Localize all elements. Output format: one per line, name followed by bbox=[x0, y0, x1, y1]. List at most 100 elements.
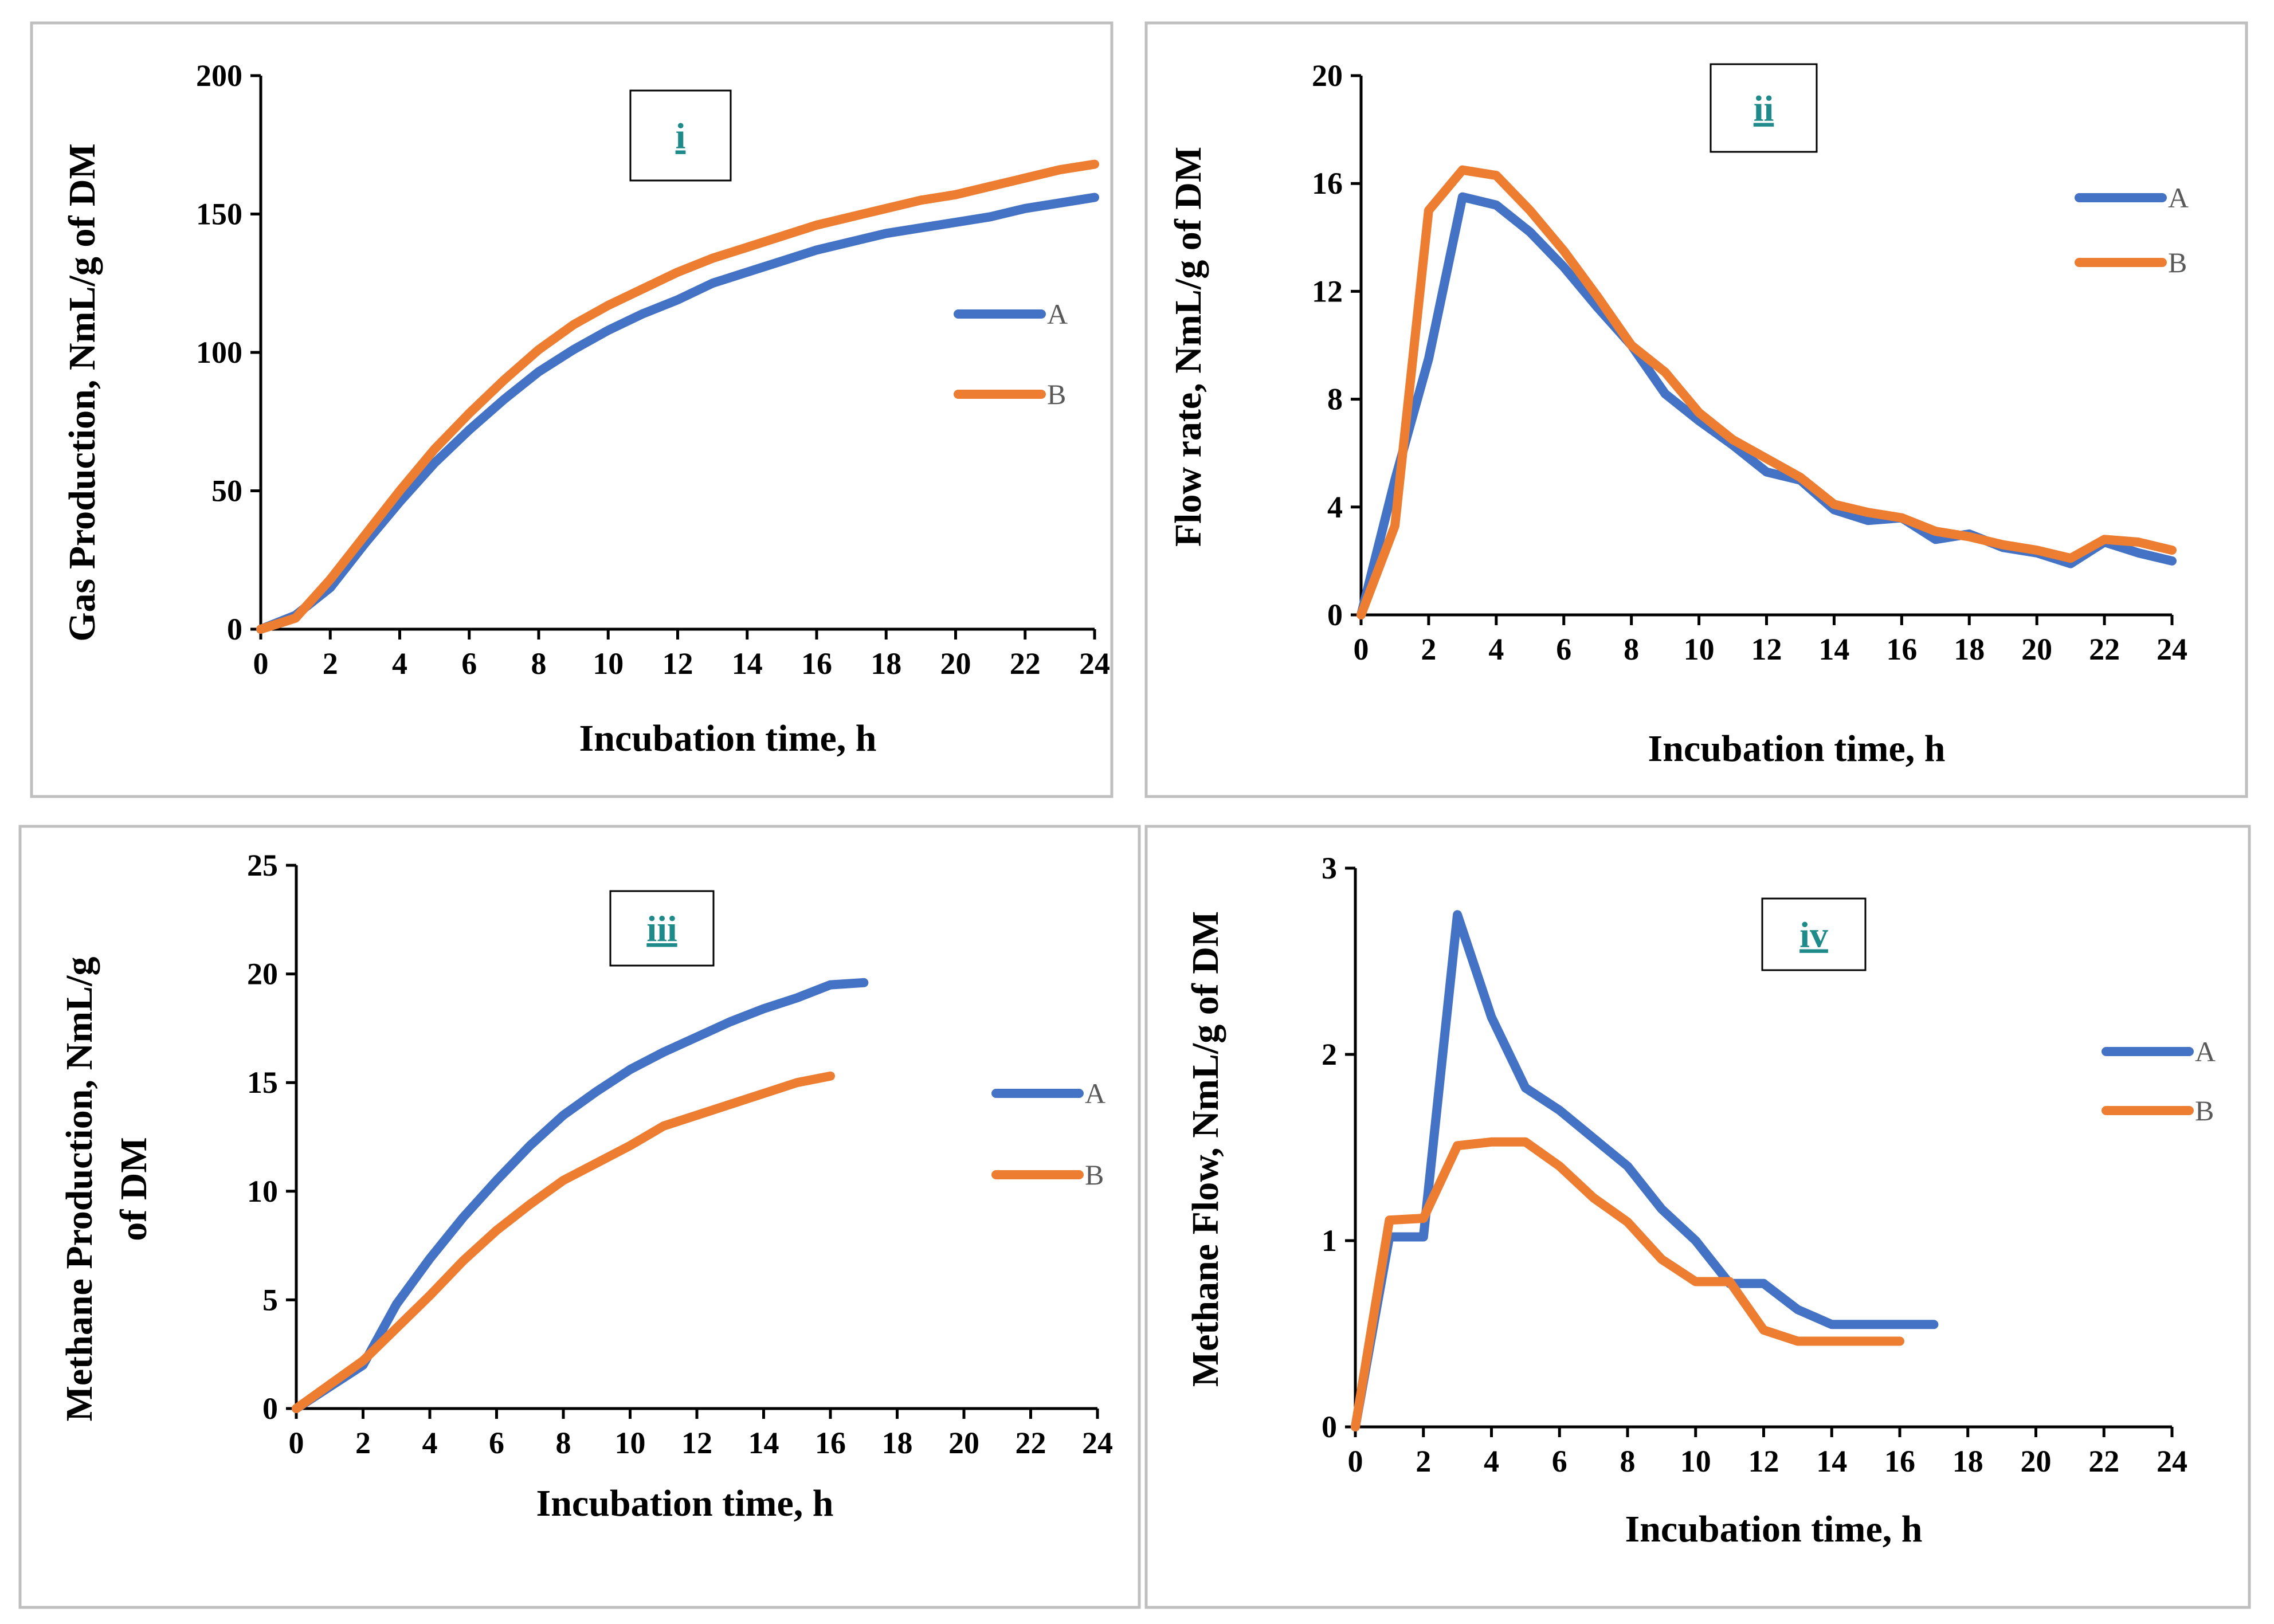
y-tick-label: 3 bbox=[1322, 851, 1337, 885]
y-tick-label: 0 bbox=[262, 1391, 278, 1426]
y-tick-label: 10 bbox=[247, 1174, 278, 1209]
legend-label-B: B bbox=[2168, 246, 2187, 278]
y-tick-label: 2 bbox=[1322, 1037, 1337, 1072]
x-tick-label: 18 bbox=[882, 1426, 913, 1460]
series-line-A bbox=[256, 193, 1099, 634]
y-axis-title: of DM bbox=[113, 1137, 155, 1241]
x-axis-title: Incubation time, h bbox=[1625, 1508, 1923, 1550]
panel-tag-box bbox=[1710, 63, 1818, 153]
x-tick-label: 18 bbox=[1954, 632, 1985, 666]
x-tick-label: 20 bbox=[2021, 1444, 2052, 1478]
legend-label-A: A bbox=[1085, 1077, 1105, 1109]
x-tick-label: 8 bbox=[556, 1426, 571, 1460]
y-tick-label: 0 bbox=[227, 612, 242, 646]
x-tick-label: 20 bbox=[948, 1426, 979, 1460]
x-tick-label: 6 bbox=[1556, 632, 1571, 666]
y-axis-title: Gas Production, NmL/g of DM bbox=[61, 143, 103, 642]
x-axis-title: Incubation time, h bbox=[579, 717, 877, 759]
y-tick-label: 25 bbox=[247, 848, 278, 882]
x-tick-label: 18 bbox=[1952, 1444, 1983, 1478]
series-line-B bbox=[292, 1071, 835, 1413]
y-tick-label: 200 bbox=[196, 58, 242, 93]
panel-tag-box bbox=[1761, 897, 1867, 971]
x-tick-label: 12 bbox=[662, 646, 693, 681]
y-axis-title: Flow rate, NmL/g of DM bbox=[1167, 147, 1209, 547]
x-tick-label: 12 bbox=[1748, 1444, 1779, 1478]
x-tick-label: 4 bbox=[1484, 1444, 1499, 1478]
y-tick-label: 100 bbox=[196, 335, 242, 370]
x-tick-label: 12 bbox=[681, 1426, 712, 1460]
x-tick-label: 14 bbox=[1818, 632, 1849, 666]
x-tick-label: 14 bbox=[732, 646, 763, 681]
x-tick-label: 14 bbox=[1816, 1444, 1847, 1478]
x-tick-label: 6 bbox=[461, 646, 477, 681]
x-tick-label: 10 bbox=[1680, 1444, 1711, 1478]
series-line-A bbox=[1351, 910, 1939, 1431]
x-tick-label: 2 bbox=[1421, 632, 1436, 666]
panel-tag-label: iii bbox=[646, 908, 677, 949]
legend-label-A: A bbox=[1047, 298, 1068, 330]
y-tick-label: 4 bbox=[1327, 490, 1343, 524]
y-tick-label: 20 bbox=[1312, 58, 1343, 93]
panel-border bbox=[18, 825, 1141, 1609]
x-tick-label: 22 bbox=[2088, 1444, 2119, 1478]
y-tick-label: 5 bbox=[262, 1282, 278, 1317]
x-tick-label: 2 bbox=[1416, 1444, 1431, 1478]
y-tick-label: 150 bbox=[196, 197, 242, 232]
x-tick-label: 8 bbox=[1624, 632, 1639, 666]
x-tick-label: 22 bbox=[1016, 1426, 1046, 1460]
x-tick-label: 6 bbox=[489, 1426, 504, 1460]
x-tick-label: 20 bbox=[940, 646, 971, 681]
x-tick-label: 14 bbox=[748, 1426, 779, 1460]
panel-tag-label: ii bbox=[1754, 88, 1774, 129]
y-tick-label: 1 bbox=[1322, 1223, 1337, 1258]
y-tick-label: 0 bbox=[1327, 598, 1343, 632]
series-line-B bbox=[256, 159, 1099, 634]
panel-border bbox=[30, 21, 1114, 798]
legend-label-B: B bbox=[1085, 1159, 1104, 1191]
x-tick-label: 24 bbox=[2157, 632, 2187, 666]
y-tick-label: 12 bbox=[1312, 274, 1343, 308]
x-tick-label: 22 bbox=[2089, 632, 2120, 666]
x-tick-label: 18 bbox=[871, 646, 901, 681]
legend-label-A: A bbox=[2168, 182, 2189, 214]
x-tick-label: 10 bbox=[1684, 632, 1715, 666]
panel-border bbox=[1144, 825, 2251, 1609]
legend-label-B: B bbox=[2195, 1095, 2214, 1127]
y-tick-label: 15 bbox=[247, 1065, 278, 1100]
legend-label-B: B bbox=[1047, 378, 1066, 410]
y-tick-label: 8 bbox=[1327, 382, 1343, 417]
x-tick-label: 0 bbox=[1354, 632, 1369, 666]
panel-tag-box bbox=[609, 890, 715, 967]
x-tick-label: 8 bbox=[531, 646, 547, 681]
x-tick-label: 2 bbox=[323, 646, 338, 681]
x-tick-label: 4 bbox=[392, 646, 407, 681]
legend-label-A: A bbox=[2195, 1035, 2216, 1068]
x-tick-label: 16 bbox=[1886, 632, 1917, 666]
x-tick-label: 24 bbox=[1082, 1426, 1113, 1460]
x-axis-title: Incubation time, h bbox=[536, 1482, 834, 1524]
x-tick-label: 2 bbox=[355, 1426, 371, 1460]
x-tick-label: 0 bbox=[253, 646, 269, 681]
x-axis-title: Incubation time, h bbox=[1648, 728, 1946, 770]
y-tick-label: 0 bbox=[1322, 1410, 1337, 1444]
y-axis-title: Methane Production, NmL/g bbox=[58, 957, 100, 1422]
series-line-B bbox=[1351, 1137, 1904, 1431]
x-tick-label: 10 bbox=[593, 646, 624, 681]
series-line-A bbox=[292, 978, 869, 1413]
x-tick-label: 16 bbox=[801, 646, 832, 681]
x-tick-label: 12 bbox=[1751, 632, 1782, 666]
x-tick-label: 16 bbox=[815, 1426, 846, 1460]
x-tick-label: 4 bbox=[1488, 632, 1504, 666]
x-tick-label: 0 bbox=[1348, 1444, 1363, 1478]
x-tick-label: 10 bbox=[615, 1426, 646, 1460]
x-tick-label: 0 bbox=[289, 1426, 304, 1460]
panel-tag-label: iv bbox=[1799, 915, 1828, 955]
y-tick-label: 16 bbox=[1312, 166, 1343, 201]
x-tick-label: 24 bbox=[2157, 1444, 2187, 1478]
